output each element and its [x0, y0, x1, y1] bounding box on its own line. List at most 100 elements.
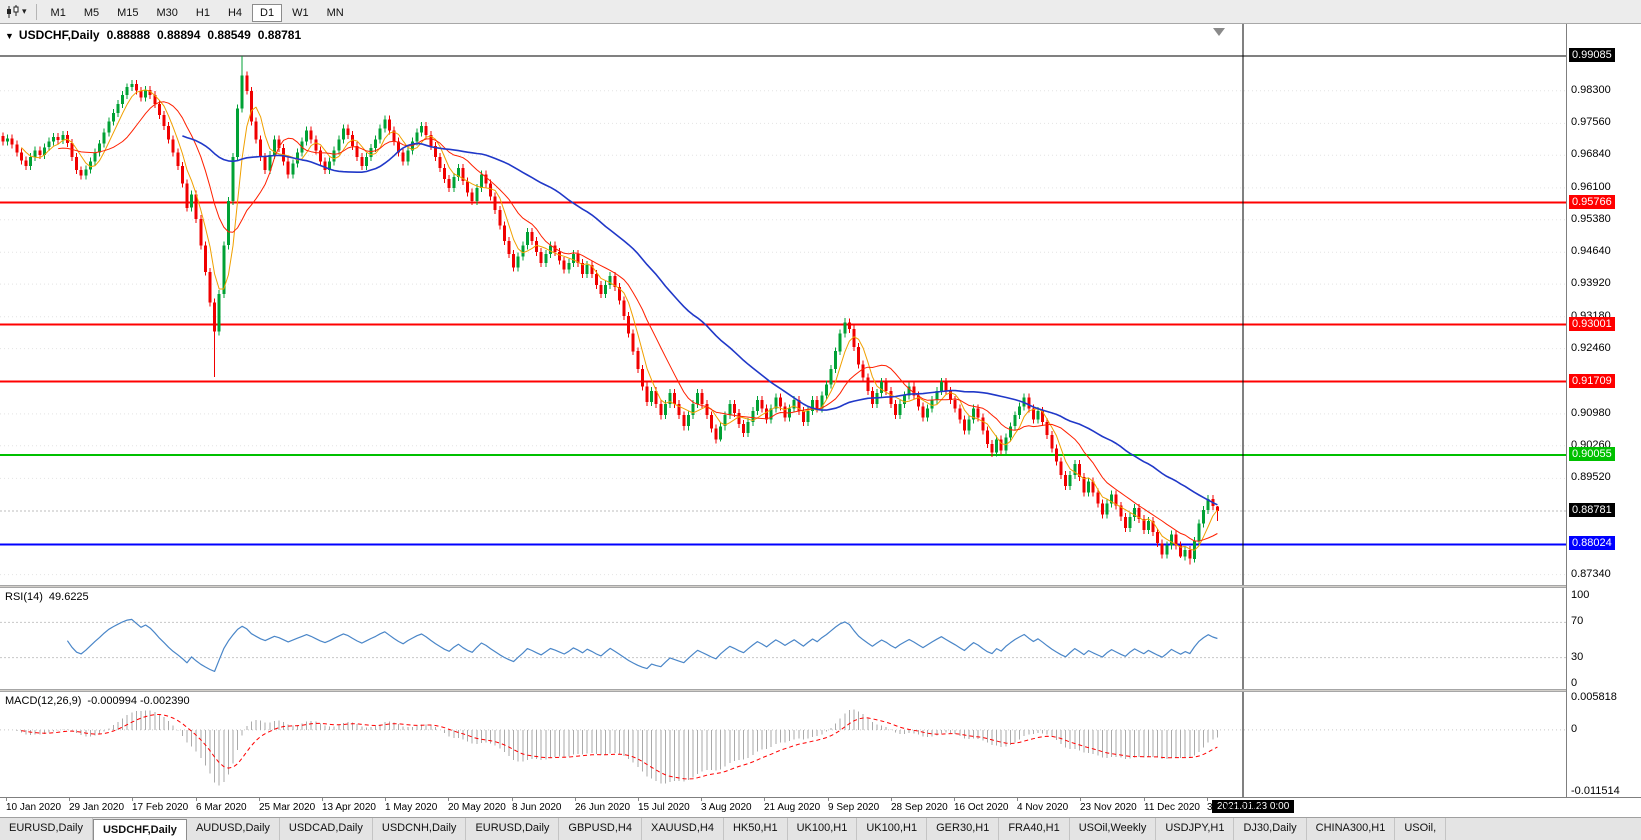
time-label: 13 Apr 2020 [322, 802, 376, 813]
rsi-level-label: 30 [1571, 651, 1584, 663]
panel-divider[interactable] [0, 585, 1641, 588]
time-tick [1017, 798, 1018, 801]
price-label: 0.89520 [1571, 471, 1611, 483]
timeframe-button-d1[interactable]: D1 [252, 3, 283, 22]
rsi-value: 49.6225 [48, 591, 89, 603]
time-tick [448, 798, 449, 801]
price-line-label: 0.91709 [1569, 374, 1615, 388]
time-label: 8 Jun 2020 [512, 802, 562, 813]
price-line-label: 0.99085 [1569, 48, 1615, 62]
candlestick-chart[interactable] [0, 24, 1566, 585]
time-tick [322, 798, 323, 801]
timeframe-button-m1[interactable]: M1 [50, 6, 66, 19]
chart-tab-eurusd-daily[interactable]: EURUSD,Daily [0, 818, 93, 840]
rsi-level-label: 0 [1571, 677, 1578, 689]
price-label: 0.90980 [1571, 407, 1611, 419]
time-tick [701, 798, 702, 801]
time-label: 4 Nov 2020 [1017, 802, 1069, 813]
rsi-header: RSI(14) 49.6225 [5, 591, 89, 603]
price-label: 0.94640 [1571, 245, 1611, 257]
chart-tab-usdcnh-daily[interactable]: USDCNH,Daily [373, 818, 467, 840]
chart-tab-usoil-[interactable]: USOil, [1395, 818, 1447, 840]
time-label: 20 May 2020 [448, 802, 506, 813]
time-label: 11 Dec 2020 [1144, 802, 1200, 813]
chart-tabs-bar: EURUSD,Daily USDCHF,Daily AUDUSD,Daily USDC… [0, 817, 1641, 840]
chart-tab-uk100-h1[interactable]: UK100,H1 [857, 818, 928, 840]
chart-tab-fra40-h1[interactable]: FRA40,H1 [999, 818, 1070, 840]
timeframe-button-h4[interactable]: H4 [227, 6, 243, 19]
timeframe-button-h1[interactable]: H1 [195, 6, 210, 19]
timeframe-button-m30[interactable]: M30 [156, 6, 178, 19]
macd-panel[interactable] [0, 692, 1566, 797]
time-label: 31 Dec 2020 [1207, 802, 1264, 813]
time-tick [638, 798, 639, 801]
collapse-chart-icon[interactable]: ▼ [5, 31, 14, 41]
candlestick-icon [7, 4, 19, 18]
timeframe-button-m5[interactable]: M5 [83, 6, 100, 19]
timeframe-button-mn[interactable]: MN [326, 6, 344, 19]
current-date-marker: 2021.01.23 0:00 [1212, 800, 1295, 813]
time-tick [259, 798, 260, 801]
time-tick [1144, 798, 1145, 801]
time-tick [69, 798, 70, 801]
rsi-level-label: 100 [1571, 589, 1590, 601]
chart-type-dropdown-icon[interactable]: ▾ [22, 6, 27, 16]
time-label: 16 Oct 2020 [954, 802, 1009, 813]
rsi-panel[interactable] [0, 588, 1566, 689]
macd-chart [0, 692, 1566, 797]
macd-label: MACD(12,26,9) [5, 695, 82, 707]
time-tick [954, 798, 955, 801]
time-tick [196, 798, 197, 801]
time-label: 21 Aug 2020 [764, 802, 821, 813]
rsi-level-label: 70 [1571, 615, 1584, 627]
timeframe-button-w1[interactable]: W1 [292, 6, 309, 19]
time-tick [1207, 798, 1208, 801]
price-line-label: 0.88024 [1569, 536, 1615, 550]
price-label: 0.96840 [1571, 148, 1611, 160]
ohlc-close: 0.88781 [257, 28, 302, 42]
panel-divider[interactable] [0, 689, 1641, 692]
time-label: 6 Mar 2020 [196, 802, 247, 813]
price-line-label: 0.93001 [1569, 317, 1615, 331]
chart-tab-hk50-h1[interactable]: HK50,H1 [724, 818, 788, 840]
rsi-label: RSI(14) [5, 591, 43, 603]
chart-tab-gbpusd-h4[interactable]: GBPUSD,H4 [559, 818, 642, 840]
chart-type-icon[interactable] [5, 4, 21, 19]
price-label: 0.95380 [1571, 213, 1611, 225]
time-axis[interactable]: 2021.01.23 0:00 10 Jan 2020 29 Jan 2020 17… [0, 797, 1641, 817]
time-label: 1 May 2020 [385, 802, 438, 813]
rsi-chart [0, 588, 1566, 689]
time-tick [764, 798, 765, 801]
chart-tab-uk100-h1[interactable]: UK100,H1 [788, 818, 858, 840]
price-label: 0.93920 [1571, 277, 1611, 289]
chart-tab-usdchf-daily[interactable]: USDCHF,Daily [92, 819, 187, 840]
price-label: 0.87340 [1571, 568, 1611, 580]
time-label: 9 Sep 2020 [828, 802, 880, 813]
timeframe-button-m15[interactable]: M15 [117, 6, 139, 19]
price-chart-panel[interactable] [0, 24, 1566, 585]
time-label: 10 Jan 2020 [6, 802, 62, 813]
time-tick [575, 798, 576, 801]
time-label: 17 Feb 2020 [132, 802, 189, 813]
time-label: 3 Aug 2020 [701, 802, 752, 813]
price-line-label: 0.95766 [1569, 195, 1615, 209]
chart-tab-china300-h1[interactable]: CHINA300,H1 [1307, 818, 1396, 840]
chart-tab-usdjpy-h1[interactable]: USDJPY,H1 [1156, 818, 1235, 840]
price-axis[interactable]: 0.98300 0.97560 0.96840 0.96100 0.95380 0.946… [1566, 24, 1641, 797]
chart-tab-usoil-weekly[interactable]: USOil,Weekly [1070, 818, 1157, 840]
toolbar: ▾ M1 M5 M15 M30 H1 H4 D1 W1 MN [0, 0, 1641, 24]
time-tick [891, 798, 892, 801]
chart-title: USDCHF,Daily [18, 28, 100, 42]
chart-tab-ger30-h1[interactable]: GER30,H1 [927, 818, 1000, 840]
chart-symbol-header: ▼ USDCHF,Daily 0.88888 0.88894 0.88549 0.8878… [5, 28, 301, 42]
price-label: 0.92460 [1571, 342, 1611, 354]
chart-tab-xauusd-h4[interactable]: XAUUSD,H4 [642, 818, 724, 840]
macd-values: -0.000994 -0.002390 [87, 695, 190, 707]
macd-scale-zero: 0 [1571, 723, 1578, 735]
chart-tab-dj30-daily[interactable]: DJ30,Daily [1234, 818, 1307, 840]
chart-tab-audusd-daily[interactable]: AUDUSD,Daily [187, 818, 280, 840]
chart-tab-usdcad-daily[interactable]: USDCAD,Daily [280, 818, 373, 840]
chart-tab-eurusd-daily[interactable]: EURUSD,Daily [466, 818, 560, 840]
price-label: 0.97560 [1571, 116, 1611, 128]
